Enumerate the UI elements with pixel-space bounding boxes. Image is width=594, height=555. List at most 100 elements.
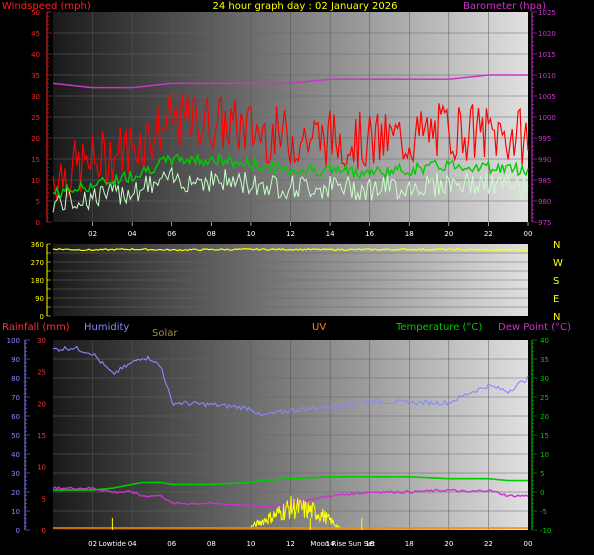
humidity-tick-label: 70 (11, 394, 20, 402)
temperature-tick-label: 25 (540, 394, 549, 402)
temp-time-label: 10 (246, 540, 255, 548)
humidity-tick-label: 60 (11, 413, 20, 421)
compass-letter: W (553, 258, 563, 269)
barometer-tick-label: 1010 (538, 72, 556, 80)
temp-time-ticks: 02 04 06 08 10 12 14 16 18 20 22 00 (88, 540, 532, 548)
direction-line (52, 247, 529, 252)
temp-time-label: 14 (326, 540, 335, 548)
humidity-tick-label: 40 (11, 451, 20, 459)
windspeed-tick-label: 10 (31, 177, 40, 185)
temp-time-label: 16 (365, 540, 374, 548)
wind-time-label: 18 (405, 230, 414, 238)
rain-ticks: 0 5 10 15 20 25 30 (37, 337, 46, 535)
temp-time-label: 08 (207, 540, 216, 548)
graph-title: 24 hour graph day : 02 January 2026 (213, 1, 398, 12)
rain-tick-label: 5 (42, 495, 46, 503)
windspeed-tick-label: 25 (31, 114, 40, 122)
temperature-tick-label: 5 (540, 470, 544, 478)
barometer-tick-label: 990 (538, 156, 551, 164)
temp-series (52, 345, 529, 529)
rainfall-axis-label: Rainfall (mm) (2, 322, 70, 333)
barometer-tick-label: 1000 (538, 114, 556, 122)
barometer-tick-label: 975 (538, 219, 551, 227)
barometer-tick-label: 1020 (538, 30, 556, 38)
compass-letter: N (553, 312, 560, 323)
humidity-tick-label: 90 (11, 356, 20, 364)
temp-time-label: 00 (524, 540, 533, 548)
wind-series (52, 74, 529, 213)
temperature-tick-label: -5 (540, 508, 547, 516)
temp-time-label: 04 (128, 540, 137, 548)
direction-tick-label: 180 (31, 277, 44, 285)
uv-axis-label: UV (312, 322, 326, 333)
direction-series (52, 247, 529, 252)
direction-tick-label: 0 (40, 313, 44, 321)
solar-line (250, 495, 341, 529)
windspeed-line (52, 92, 529, 200)
windspeed-axis-label: Windspeed (mph) (2, 1, 91, 12)
windspeed-tick-label: 30 (31, 93, 40, 101)
humidity-tick-label: 30 (11, 470, 20, 478)
wind-average-line (52, 153, 529, 199)
barometer-tick-label: 980 (538, 198, 551, 206)
barometer-tick-label: 995 (538, 135, 551, 143)
windspeed-tick-label: 50 (31, 9, 40, 17)
event-label: Lowtide (99, 540, 126, 548)
rain-tick-label: 0 (42, 527, 46, 535)
windspeed-tick-label: 15 (31, 156, 40, 164)
barometer-line (52, 74, 528, 89)
event-markers: Lowtide Moon Rise Sun Set (99, 518, 376, 548)
humidity-tick-label: 20 (11, 489, 20, 497)
wind-time-label: 16 (365, 230, 374, 238)
solar-axis-label: Solar (152, 328, 178, 339)
direction-grid (53, 252, 528, 308)
rain-tick-label: 15 (37, 432, 46, 440)
dewpoint-axis-label: Dew Point (°C) (498, 322, 571, 333)
humidity-ticks: 0 10 20 30 40 50 60 70 80 90 100 (7, 337, 30, 535)
direction-tick-label: 90 (35, 295, 44, 303)
rain-tick-label: 10 (37, 464, 46, 472)
wind-time-ticks: 02 04 06 08 10 12 14 16 18 20 22 00 (88, 222, 532, 238)
wind-low-line (52, 166, 529, 213)
temperature-tick-label: 40 (540, 337, 549, 345)
humidity-tick-label: 10 (11, 508, 20, 516)
humidity-line (52, 345, 529, 416)
compass-letter: N (553, 240, 560, 251)
windspeed-tick-label: 0 (36, 219, 40, 227)
temp-time-label: 22 (484, 540, 493, 548)
temp-time-label: 18 (405, 540, 414, 548)
compass-letter: E (553, 294, 559, 305)
humidity-tick-label: 50 (11, 432, 20, 440)
windspeed-tick-label: 45 (31, 30, 40, 38)
wind-time-label: 12 (286, 230, 295, 238)
rain-tick-label: 20 (37, 400, 46, 408)
barometer-axis-label: Barometer (hpa) (463, 1, 546, 12)
humidity-tick-label: 0 (16, 527, 20, 535)
windspeed-tick-label: 5 (36, 198, 40, 206)
temperature-tick-label: 20 (540, 413, 549, 421)
windspeed-ticks: 0 5 10 15 20 25 30 35 40 45 50 (31, 9, 52, 227)
direction-tick-label: 360 (31, 241, 44, 249)
barometer-tick-label: 985 (538, 177, 551, 185)
rain-tick-label: 30 (37, 337, 46, 345)
event-label: Moon Rise (310, 540, 346, 548)
barometer-tick-label: 1015 (538, 51, 556, 59)
temperature-tick-label: 35 (540, 356, 549, 364)
event-label: Sun Set (348, 540, 375, 548)
humidity-axis-label: Humidity (84, 322, 129, 333)
temp-time-label: 06 (167, 540, 176, 548)
direction-degree-ticks: 0 90 180 270 360 (31, 241, 51, 321)
temperature-tick-label: 15 (540, 432, 549, 440)
direction-tick-label: 270 (31, 259, 44, 267)
compass-letter: S (553, 276, 559, 287)
temperature-tick-label: 10 (540, 451, 549, 459)
wind-time-label: 04 (128, 230, 137, 238)
temperature-line (53, 476, 528, 491)
barometer-ticks: 975 980 985 990 995 1000 1005 1010 1015 1020 1025 (531, 9, 556, 227)
temperature-axis-label: Temperature (°C) (395, 322, 482, 333)
wind-time-label: 14 (326, 230, 335, 238)
